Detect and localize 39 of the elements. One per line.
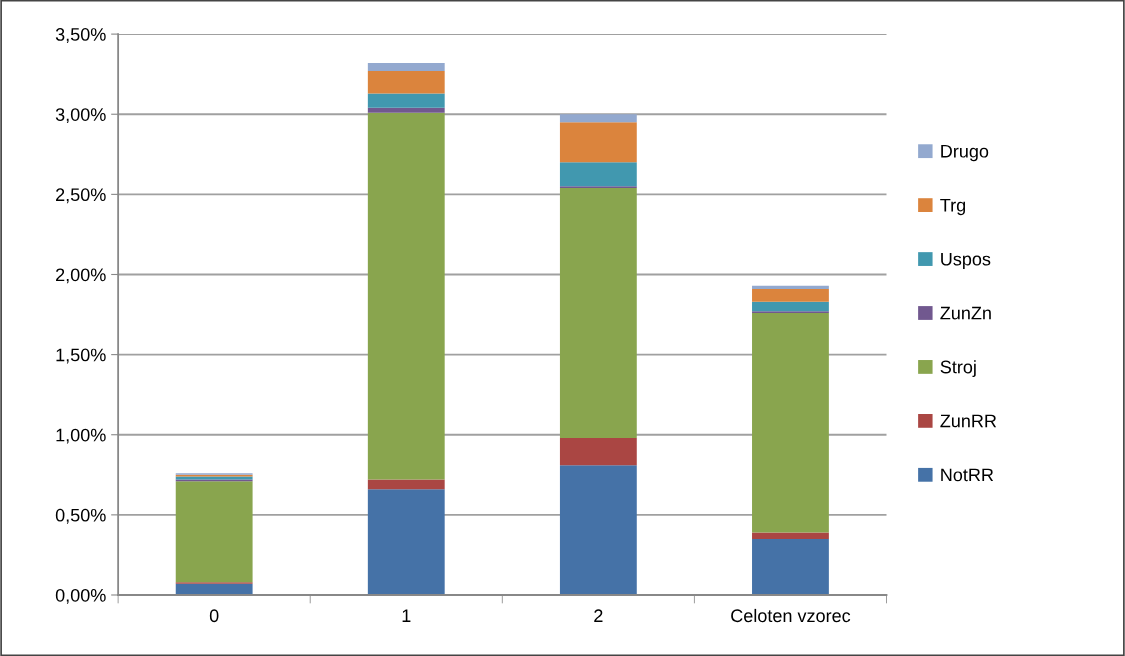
bar [367, 112, 445, 480]
legend-label: Drugo [941, 145, 989, 162]
bar [752, 288, 829, 302]
y-tick-label: 2,00% [56, 268, 106, 284]
bar [367, 107, 445, 113]
y-tick-label: 1,50% [56, 348, 106, 364]
legend-label: Uspos [941, 252, 991, 270]
y-tick-label: 0,50% [55, 508, 106, 524]
bar [367, 479, 445, 490]
y-tick-label: 0,00% [55, 588, 106, 604]
bar [367, 70, 445, 94]
x-tick-label: 0 [209, 609, 219, 623]
bar [367, 93, 445, 108]
bar [559, 187, 637, 438]
x-tick-label: Celoten vzorec [731, 608, 851, 623]
bar [559, 437, 637, 466]
legend-label: Stroj [940, 360, 976, 377]
legend-label: ZunZn [940, 306, 991, 320]
y-tick-label: 3,00% [55, 108, 106, 124]
bar [559, 162, 637, 187]
bar [367, 62, 445, 71]
bar [752, 312, 829, 533]
y-tick-label: 1,00% [56, 428, 106, 444]
bar [175, 481, 253, 583]
bar [752, 532, 829, 539]
bar [752, 285, 829, 289]
y-tick-label: 3,50% [55, 28, 106, 43]
y-tick-label: 2,50% [56, 188, 106, 204]
bar [559, 465, 637, 595]
legend-label: ZunRR [940, 414, 997, 428]
bar [752, 538, 829, 595]
x-tick-label: 2 [594, 609, 603, 622]
x-tick-label: 1 [402, 609, 411, 622]
bar [752, 301, 829, 312]
bar [367, 489, 445, 595]
bar [559, 122, 637, 163]
legend-label: Trg [940, 198, 966, 216]
legend-label: NotRR [941, 468, 994, 482]
bar [559, 114, 637, 123]
